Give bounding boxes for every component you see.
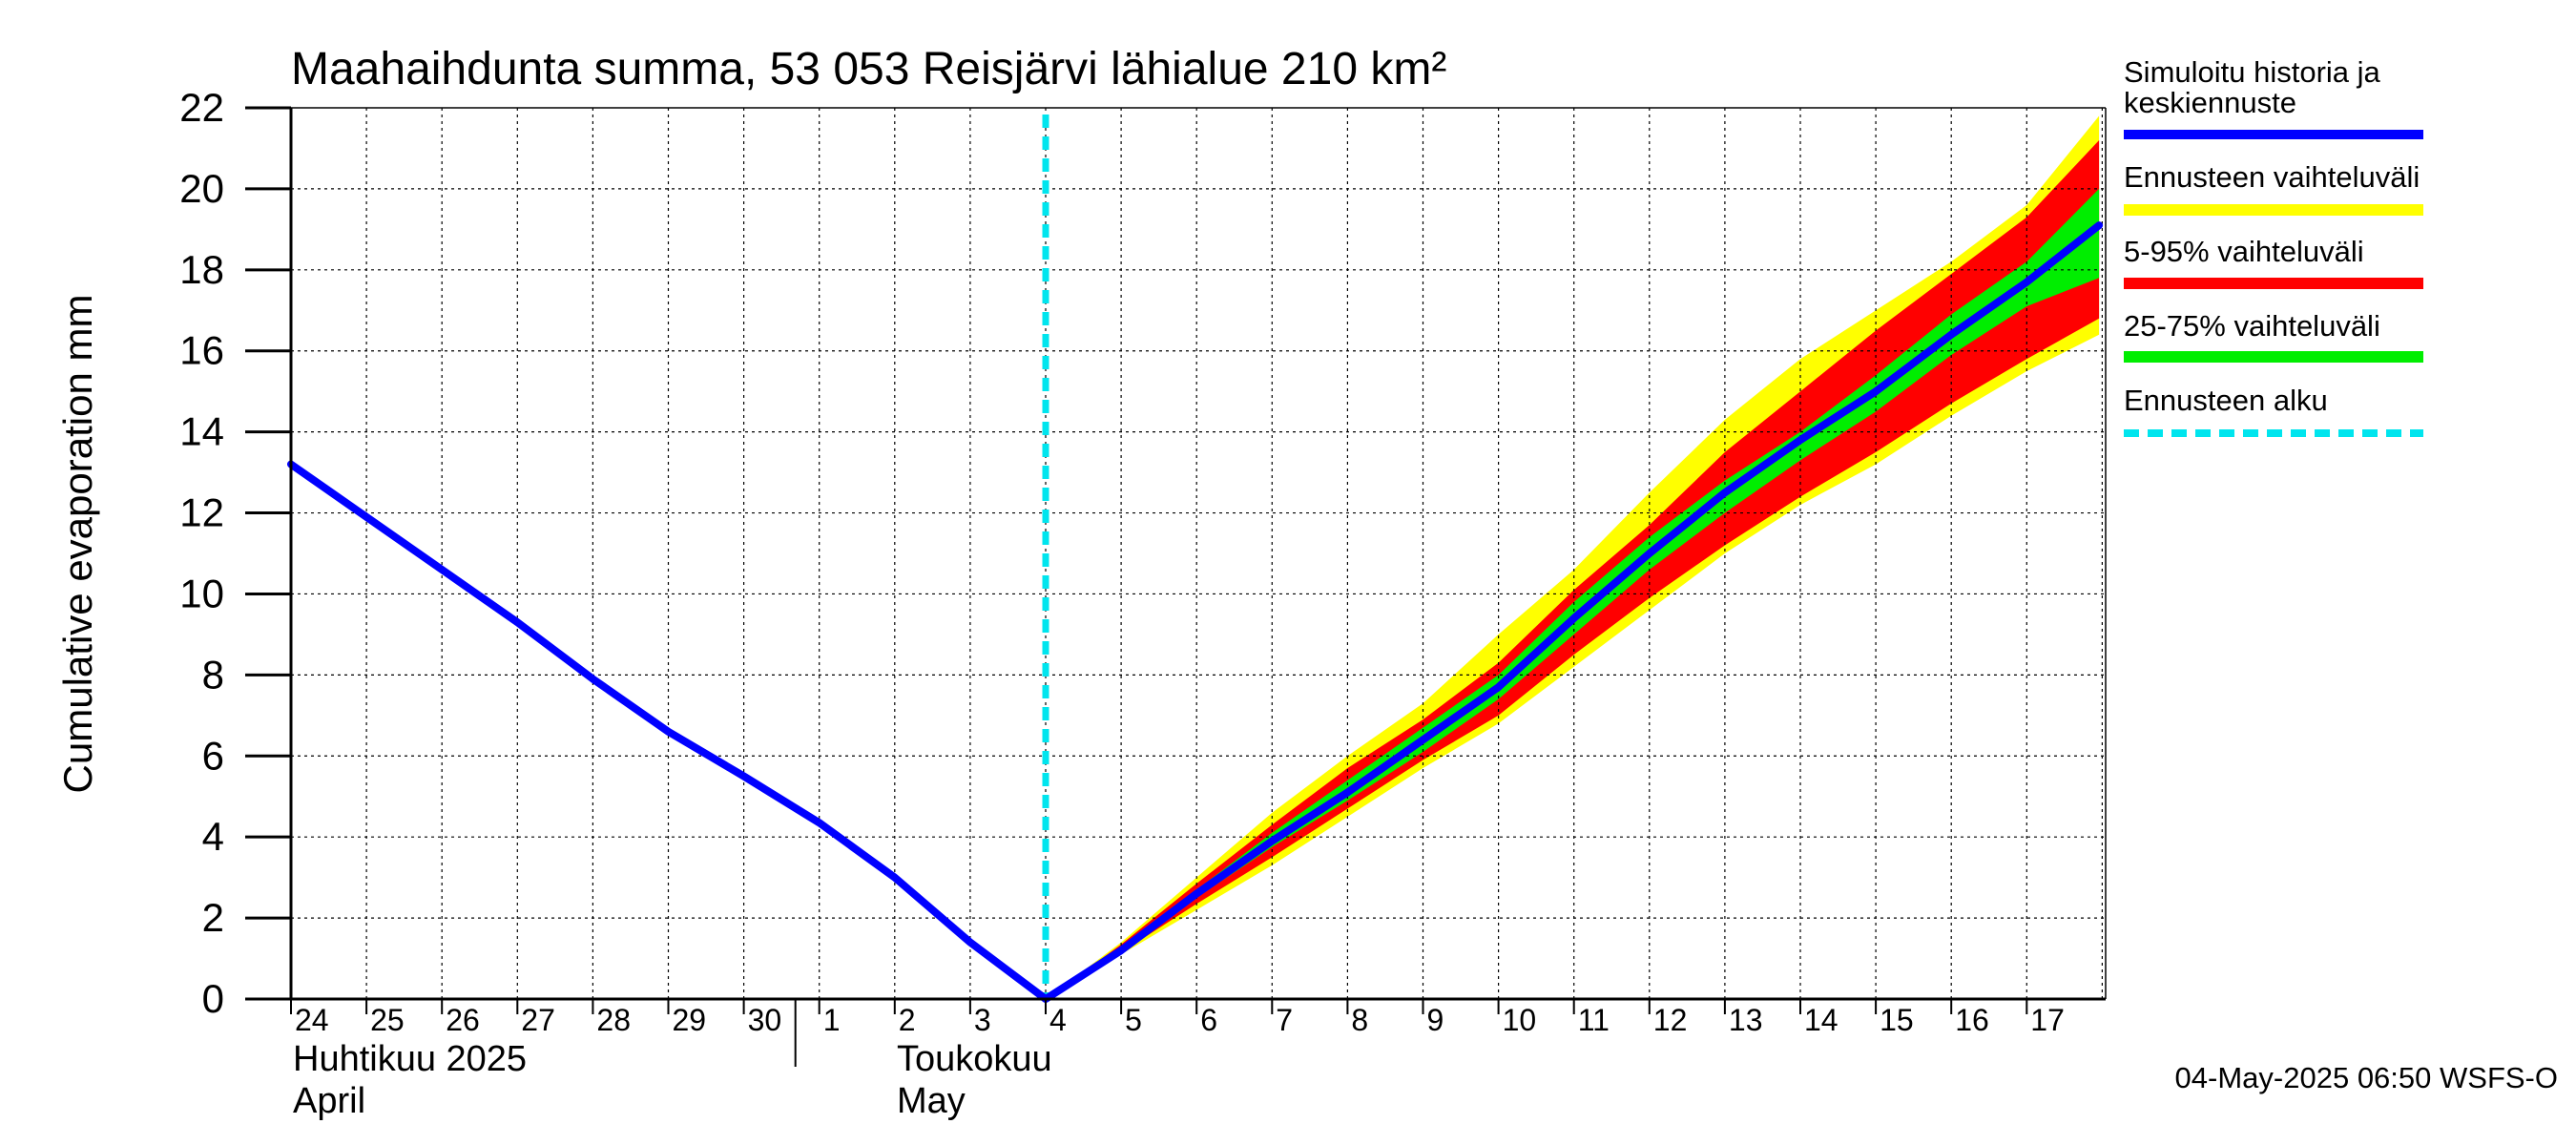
month-label-may-line1: Toukokuu xyxy=(897,1039,1052,1079)
y-tick-label-2: 4 xyxy=(202,814,224,859)
x-tick-label-6: 30 xyxy=(748,1003,782,1037)
x-tick-label-20: 14 xyxy=(1804,1003,1839,1037)
x-tick-label-0: 24 xyxy=(295,1003,329,1037)
x-tick-label-15: 9 xyxy=(1427,1003,1444,1037)
y-tick-label-11: 22 xyxy=(179,85,224,130)
legend: Simuloitu historia ja keskiennuste Ennus… xyxy=(2124,55,2423,437)
x-tick-label-17: 11 xyxy=(1578,1003,1610,1037)
x-tick-label-12: 6 xyxy=(1200,1003,1217,1037)
x-tick-label-7: 1 xyxy=(823,1003,841,1037)
x-tick-label-4: 28 xyxy=(596,1003,631,1037)
month-label-may-line2: May xyxy=(897,1081,966,1121)
x-tick-label-19: 13 xyxy=(1729,1003,1763,1037)
x-tick-label-10: 4 xyxy=(1049,1003,1067,1037)
y-tick-label-5: 10 xyxy=(179,571,224,615)
x-tick-label-9: 3 xyxy=(974,1003,991,1037)
median-line-layer xyxy=(287,221,2104,1003)
y-tick-labels: 0 2 4 6 8 10 12 14 16 18 20 22 xyxy=(179,85,291,1021)
y-axis-label: Cumulative evaporation mm xyxy=(55,295,100,794)
band-0 xyxy=(1046,115,2100,999)
x-tick-label-11: 5 xyxy=(1125,1003,1142,1037)
x-tick-label-1: 25 xyxy=(370,1003,405,1037)
x-tick-label-3: 27 xyxy=(521,1003,555,1037)
footer-timestamp: 04-May-2025 06:50 WSFS-O xyxy=(2175,1061,2558,1094)
x-tick-label-5: 29 xyxy=(673,1003,707,1037)
x-tick-label-8: 2 xyxy=(899,1003,916,1037)
y-tick-label-8: 16 xyxy=(179,328,224,373)
x-tick-label-22: 16 xyxy=(1955,1003,1989,1037)
y-tick-label-0: 0 xyxy=(202,976,224,1021)
x-tick-label-21: 15 xyxy=(1880,1003,1914,1037)
month-label-april-line1: Huhtikuu 2025 xyxy=(293,1039,527,1079)
x-tick-label-23: 17 xyxy=(2030,1003,2065,1037)
month-label-april-line2: April xyxy=(293,1081,365,1121)
legend-label-history-line1: Simuloitu historia ja xyxy=(2124,55,2381,89)
x-tick-label-13: 7 xyxy=(1276,1003,1293,1037)
x-tick-label-16: 10 xyxy=(1503,1003,1537,1037)
y-tick-label-3: 6 xyxy=(202,733,224,778)
x-tick-label-2: 26 xyxy=(446,1003,480,1037)
series-line-0 xyxy=(287,221,2104,1003)
legend-label-25-75: 25-75% vaihteluväli xyxy=(2124,309,2380,343)
legend-label-5-95: 5-95% vaihteluväli xyxy=(2124,235,2364,268)
y-tick-label-7: 14 xyxy=(179,409,224,454)
y-tick-label-4: 8 xyxy=(202,652,224,697)
y-tick-label-6: 12 xyxy=(179,490,224,535)
forecast-bands xyxy=(1046,115,2100,999)
chart-title: Maahaihdunta summa, 53 053 Reisjärvi läh… xyxy=(291,44,1446,94)
y-tick-label-10: 20 xyxy=(179,166,224,211)
x-tick-labels: 24 25 26 27 28 29 30 1 2 3 4 5 6 7 8 9 10 11 12 13 14 15 16 17 xyxy=(290,999,2065,1067)
y-tick-label-1: 2 xyxy=(202,895,224,940)
legend-label-forecast-start: Ennusteen alku xyxy=(2124,384,2328,417)
y-tick-label-9: 18 xyxy=(179,247,224,292)
x-tick-label-14: 8 xyxy=(1351,1003,1368,1037)
legend-label-range: Ennusteen vaihteluväli xyxy=(2124,160,2420,194)
legend-label-history-line2: keskiennuste xyxy=(2124,86,2296,119)
x-tick-label-18: 12 xyxy=(1653,1003,1688,1037)
grid xyxy=(291,108,2106,999)
axes xyxy=(289,107,2107,1001)
